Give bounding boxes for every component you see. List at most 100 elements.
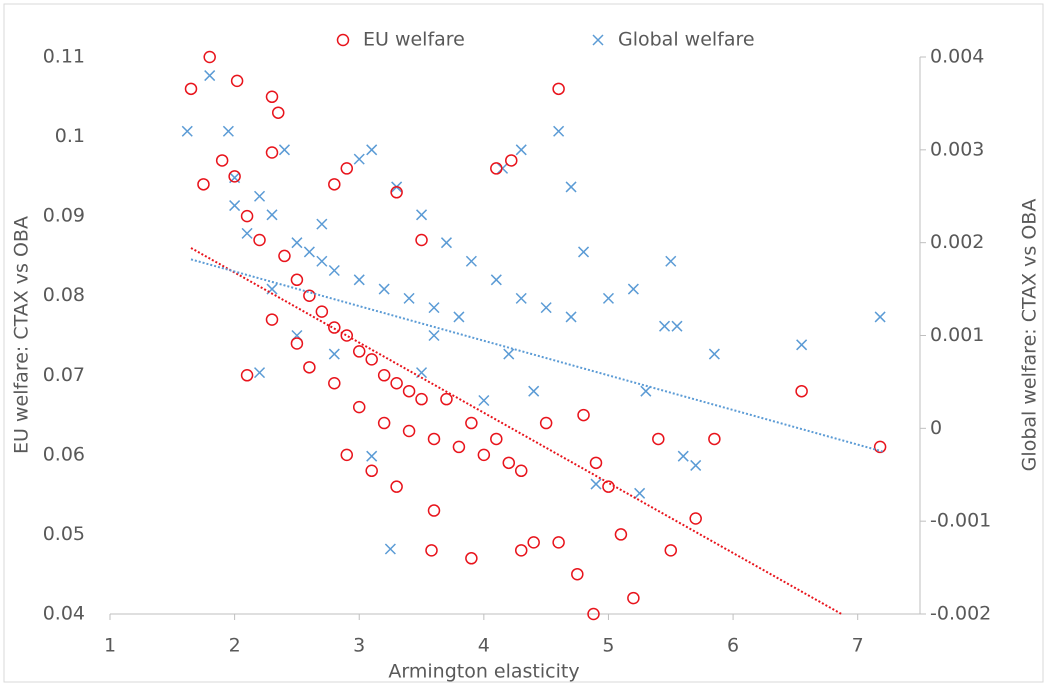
chart-frame [3, 3, 1044, 683]
point [708, 432, 721, 446]
point [415, 392, 428, 406]
point [303, 361, 316, 374]
point [689, 512, 702, 525]
y-tick-label: 0.06 [43, 443, 85, 465]
point [353, 153, 365, 165]
point [640, 385, 652, 397]
point [453, 311, 465, 323]
point [291, 237, 303, 249]
point [634, 487, 646, 499]
point [390, 480, 403, 493]
point [403, 292, 415, 304]
x-tick-label: 1 [104, 635, 116, 657]
point [266, 209, 278, 221]
point [515, 144, 527, 156]
point [384, 543, 396, 555]
point [390, 186, 403, 199]
legend-marker [592, 34, 604, 46]
y-tick-label: 0.08 [43, 284, 85, 306]
point [316, 218, 328, 230]
point [254, 367, 266, 379]
point [514, 464, 528, 478]
point [427, 432, 441, 446]
point [215, 154, 229, 167]
point [230, 74, 244, 88]
y-tick-label: 0.11 [43, 46, 85, 68]
point [539, 416, 553, 430]
point [664, 544, 678, 557]
y-tick-label: 0.09 [43, 205, 85, 227]
point [415, 233, 428, 247]
point [477, 448, 491, 462]
point [652, 432, 665, 446]
point [587, 607, 600, 621]
point [204, 70, 216, 82]
y2-tick-label: -0.002 [930, 603, 991, 625]
point [241, 227, 253, 239]
point [527, 536, 540, 549]
point [316, 255, 328, 267]
y-axis-title: EU welfare: CTAX vs OBA [11, 216, 33, 454]
y-tick-label: 0.04 [43, 603, 85, 625]
point [353, 274, 365, 286]
point [490, 432, 503, 446]
point [265, 90, 279, 104]
point [540, 302, 552, 314]
point [402, 384, 416, 398]
x-tick-label: 3 [353, 635, 365, 657]
point [502, 456, 516, 470]
point [228, 170, 241, 183]
point [290, 337, 304, 350]
legend-label: Global welfare [618, 29, 755, 51]
point [571, 567, 584, 581]
point [265, 146, 279, 159]
point [197, 178, 210, 191]
point [303, 246, 315, 258]
point [416, 209, 428, 221]
point [377, 369, 391, 382]
point [181, 125, 193, 137]
point [290, 273, 304, 287]
y2-tick-label: 0 [930, 417, 942, 439]
point [328, 376, 341, 390]
point [490, 162, 503, 175]
point [340, 448, 354, 462]
point [795, 384, 808, 398]
point [366, 144, 378, 156]
x-axis-title: Armington elasticity [388, 661, 579, 683]
x-tick-label: 4 [478, 635, 490, 657]
point [465, 416, 478, 430]
point [452, 440, 466, 454]
x-tick-label: 7 [852, 635, 864, 657]
point [440, 237, 452, 249]
point [659, 320, 671, 332]
point [229, 200, 241, 212]
point [505, 154, 518, 167]
point [427, 504, 441, 517]
legend-marker [336, 33, 350, 47]
point [390, 376, 403, 390]
trendline [190, 247, 842, 615]
point [365, 464, 378, 478]
y2-tick-label: 0.001 [930, 324, 984, 346]
point [366, 450, 378, 462]
point [690, 459, 702, 471]
point [240, 369, 254, 382]
point [254, 190, 266, 202]
point [577, 408, 590, 422]
y2-tick-label: 0.004 [930, 46, 984, 68]
y-tick-label: 0.1 [55, 125, 85, 147]
point [271, 106, 285, 119]
y2-tick-label: -0.001 [930, 510, 991, 532]
point [352, 400, 366, 414]
point [465, 552, 478, 565]
point [677, 450, 689, 462]
point [365, 353, 378, 366]
point [340, 329, 354, 342]
x-tick-label: 5 [602, 635, 614, 657]
point [328, 321, 341, 334]
x-tick-label: 2 [229, 635, 241, 657]
point [490, 274, 502, 286]
point [184, 82, 198, 96]
